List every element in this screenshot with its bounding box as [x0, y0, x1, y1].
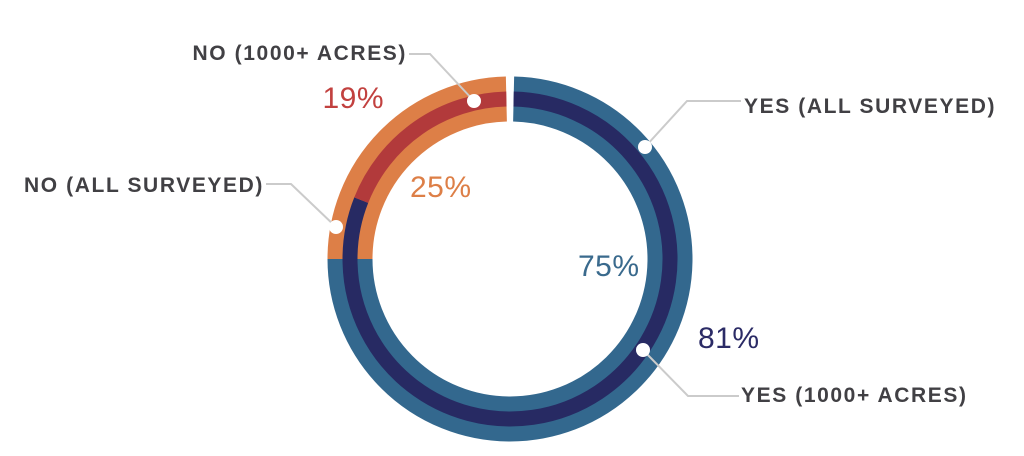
label-no-all-surveyed: NO (ALL SURVEYED) — [24, 174, 264, 197]
percent-yes-1000-acres: 81% — [698, 322, 760, 355]
leader-dot-yes_1000 — [636, 343, 650, 357]
percent-yes-all-surveyed: 75% — [578, 250, 640, 283]
label-no-1000-acres: NO (1000+ ACRES) — [192, 42, 407, 65]
label-yes-1000-acres: YES (1000+ ACRES) — [741, 384, 968, 407]
leader-line-no_1000 — [409, 53, 475, 102]
arc-no_1000 — [354, 91, 507, 203]
arc-yes_1000 — [342, 91, 678, 427]
callout-leader-lines — [266, 53, 741, 397]
percent-no-all-surveyed: 25% — [410, 171, 472, 204]
percent-no-1000-acres: 19% — [322, 82, 384, 115]
leader-dot-no_1000 — [467, 94, 481, 108]
leader-dot-no_all — [329, 220, 343, 234]
leader-dot-yes_all — [638, 140, 652, 154]
leader-line-yes_1000 — [642, 349, 739, 397]
leader-line-yes_all — [644, 100, 741, 148]
label-yes-all-surveyed: YES (ALL SURVEYED) — [744, 95, 997, 118]
leader-line-no_all — [266, 183, 337, 228]
